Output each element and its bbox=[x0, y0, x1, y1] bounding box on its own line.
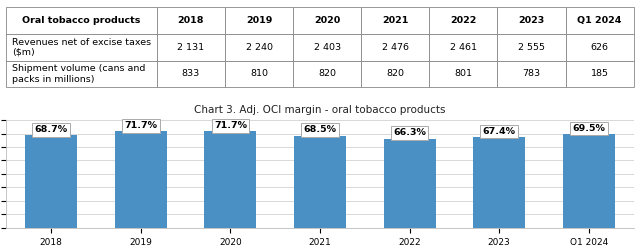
Text: 71.7%: 71.7% bbox=[124, 121, 157, 130]
Text: 71.7%: 71.7% bbox=[214, 121, 247, 130]
Text: 69.5%: 69.5% bbox=[572, 124, 605, 133]
Text: 68.5%: 68.5% bbox=[303, 125, 337, 135]
Text: 67.4%: 67.4% bbox=[483, 127, 516, 136]
Bar bbox=[25, 135, 77, 228]
Text: 68.7%: 68.7% bbox=[35, 125, 68, 134]
Bar bbox=[204, 131, 257, 228]
Bar bbox=[115, 131, 167, 228]
Title: Chart 3. Adj. OCI margin - oral tobacco products: Chart 3. Adj. OCI margin - oral tobacco … bbox=[195, 105, 445, 115]
Bar bbox=[294, 135, 346, 228]
Text: 66.3%: 66.3% bbox=[393, 128, 426, 137]
Bar bbox=[383, 138, 436, 228]
Bar bbox=[563, 134, 615, 228]
Bar bbox=[473, 137, 525, 228]
